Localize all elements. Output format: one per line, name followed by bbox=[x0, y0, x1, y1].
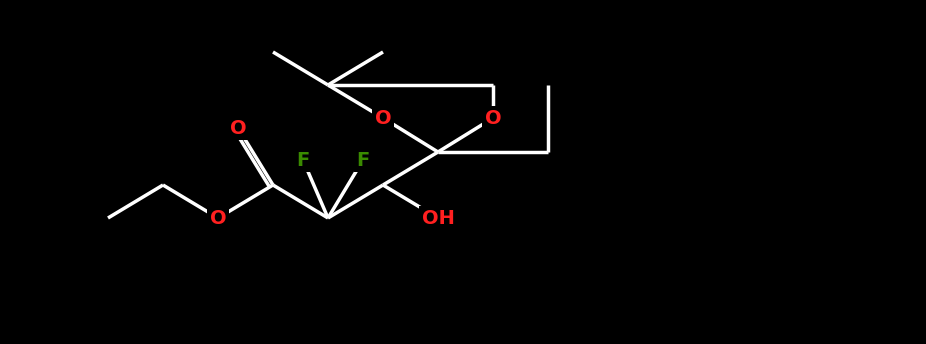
Text: F: F bbox=[296, 151, 309, 170]
Text: O: O bbox=[230, 118, 246, 138]
Text: O: O bbox=[484, 108, 501, 128]
Text: F: F bbox=[357, 151, 369, 170]
Text: O: O bbox=[209, 208, 226, 227]
Text: O: O bbox=[375, 108, 392, 128]
Text: OH: OH bbox=[421, 208, 455, 227]
